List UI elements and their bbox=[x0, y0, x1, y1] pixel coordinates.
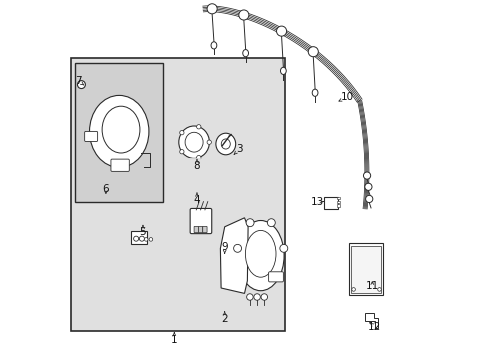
Ellipse shape bbox=[185, 132, 203, 152]
FancyBboxPatch shape bbox=[268, 272, 283, 282]
FancyBboxPatch shape bbox=[75, 63, 163, 202]
Text: 4: 4 bbox=[193, 195, 200, 205]
FancyBboxPatch shape bbox=[190, 208, 211, 234]
Text: 13: 13 bbox=[310, 197, 323, 207]
Circle shape bbox=[233, 244, 241, 252]
Text: 12: 12 bbox=[367, 321, 381, 332]
Circle shape bbox=[206, 140, 211, 144]
FancyBboxPatch shape bbox=[336, 197, 339, 199]
Circle shape bbox=[139, 236, 144, 241]
Circle shape bbox=[279, 244, 287, 252]
FancyBboxPatch shape bbox=[348, 243, 382, 295]
Ellipse shape bbox=[179, 126, 209, 158]
Circle shape bbox=[307, 47, 318, 57]
FancyBboxPatch shape bbox=[203, 226, 206, 233]
Circle shape bbox=[180, 149, 183, 154]
Text: 9: 9 bbox=[221, 242, 227, 252]
Text: 11: 11 bbox=[365, 281, 378, 291]
Text: 5: 5 bbox=[140, 227, 146, 237]
FancyBboxPatch shape bbox=[84, 131, 98, 141]
Ellipse shape bbox=[215, 133, 235, 155]
FancyBboxPatch shape bbox=[336, 201, 339, 203]
FancyBboxPatch shape bbox=[351, 246, 380, 293]
Circle shape bbox=[253, 294, 260, 300]
Ellipse shape bbox=[211, 42, 216, 49]
Circle shape bbox=[246, 294, 253, 300]
Circle shape bbox=[196, 125, 201, 129]
FancyBboxPatch shape bbox=[131, 231, 146, 244]
Ellipse shape bbox=[89, 95, 149, 167]
Circle shape bbox=[238, 10, 248, 20]
Ellipse shape bbox=[280, 67, 285, 75]
Circle shape bbox=[364, 183, 371, 190]
Circle shape bbox=[77, 81, 85, 89]
Polygon shape bbox=[220, 218, 247, 293]
Circle shape bbox=[196, 156, 201, 160]
FancyBboxPatch shape bbox=[71, 58, 285, 331]
Circle shape bbox=[261, 294, 267, 300]
Ellipse shape bbox=[237, 220, 284, 291]
Ellipse shape bbox=[242, 50, 248, 57]
Circle shape bbox=[351, 288, 355, 291]
Circle shape bbox=[365, 195, 372, 203]
Circle shape bbox=[133, 236, 139, 241]
Polygon shape bbox=[365, 313, 377, 328]
Circle shape bbox=[149, 238, 152, 241]
Text: 6: 6 bbox=[102, 184, 109, 194]
FancyBboxPatch shape bbox=[198, 226, 203, 233]
Circle shape bbox=[180, 131, 183, 135]
Circle shape bbox=[144, 238, 148, 241]
Circle shape bbox=[363, 172, 370, 179]
Circle shape bbox=[206, 4, 217, 14]
Text: 8: 8 bbox=[193, 161, 200, 171]
FancyBboxPatch shape bbox=[323, 197, 337, 209]
Circle shape bbox=[377, 288, 381, 291]
FancyBboxPatch shape bbox=[194, 226, 198, 233]
Ellipse shape bbox=[221, 139, 230, 149]
FancyBboxPatch shape bbox=[111, 159, 129, 171]
Text: 10: 10 bbox=[340, 92, 353, 102]
Ellipse shape bbox=[102, 106, 140, 153]
Circle shape bbox=[276, 26, 286, 36]
Text: 2: 2 bbox=[221, 314, 227, 324]
Text: 1: 1 bbox=[171, 335, 177, 345]
Circle shape bbox=[245, 219, 254, 227]
Text: 7: 7 bbox=[75, 76, 81, 86]
Text: 3: 3 bbox=[235, 144, 242, 154]
Circle shape bbox=[267, 219, 275, 227]
FancyBboxPatch shape bbox=[336, 204, 339, 207]
Ellipse shape bbox=[311, 89, 317, 96]
Ellipse shape bbox=[245, 230, 275, 277]
